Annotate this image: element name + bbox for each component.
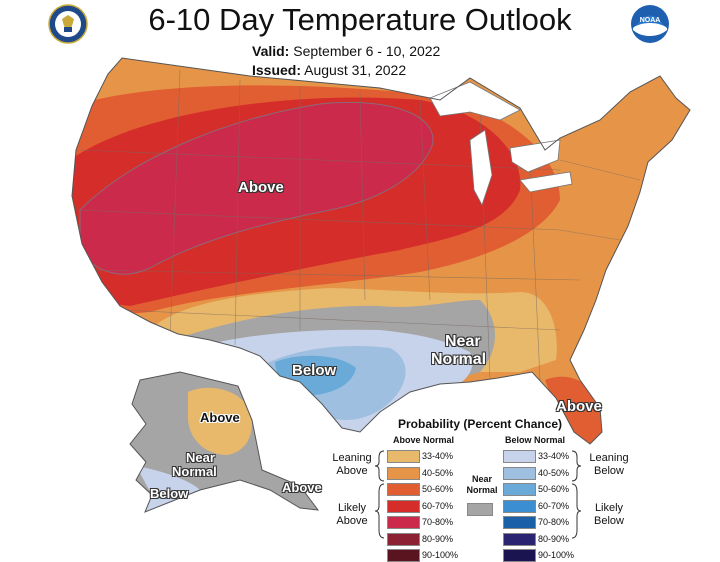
issued-date: Issued: August 31, 2022 (252, 62, 406, 78)
label-near-normal-1: Near (445, 333, 481, 350)
legend-above-swatch (387, 549, 420, 562)
legend-leaning-above: Leaning Above (332, 452, 372, 477)
label-alaska-above: Above (200, 410, 240, 425)
legend-likely-above: Likely Above (336, 502, 368, 527)
legend-above-header: Above Normal (393, 435, 455, 445)
legend-above-label: 33-40% (422, 451, 454, 461)
legend-above-swatch (387, 499, 420, 513)
legend-below-swatch (503, 549, 536, 562)
legend-above-swatch (387, 516, 420, 529)
label-alaska-below: Below (150, 486, 189, 501)
issued-value: August 31, 2022 (304, 62, 407, 78)
label-below-texas: Below (292, 362, 337, 379)
legend-title: Probability (Percent Chance) (398, 417, 563, 431)
legend-above-label: 50-60% (422, 484, 454, 494)
legend-above-label: 90-100% (422, 550, 459, 560)
legend-above-label: 80-90% (422, 533, 454, 544)
legend-below-swatch (503, 532, 536, 546)
label-above-main: Above (238, 179, 284, 196)
legend-above-swatch (387, 532, 420, 546)
legend-above-swatch (387, 483, 420, 496)
label-alaska-near-1: Near (186, 450, 215, 465)
label-above-florida: Above (556, 398, 602, 415)
legend-below-label: 90-100% (538, 550, 575, 560)
legend-near-normal-swatch (467, 503, 493, 516)
legend-likely-below: Likely Below (594, 502, 624, 527)
label-alaska-above-south: Above (282, 480, 322, 495)
legend-above-label: 70-80% (422, 517, 454, 527)
legend-below-swatch (503, 450, 536, 463)
noaa-logo-icon: NOAA (631, 5, 669, 43)
legend-below-swatch (503, 499, 536, 513)
legend-below-label: 50-60% (538, 484, 570, 494)
issued-label: Issued: (252, 62, 302, 78)
legend-above-swatch (387, 466, 420, 480)
legend-below-label: 70-80% (538, 517, 570, 527)
page-title: 6-10 Day Temperature Outlook (148, 2, 572, 37)
label-alaska-near-2: Normal (172, 464, 217, 479)
legend-below-header: Below Normal (505, 435, 566, 445)
label-near-normal-2: Normal (431, 351, 487, 368)
commerce-seal-icon (48, 4, 88, 44)
legend-below-label: 33-40% (538, 451, 570, 461)
legend-below-label: 40-50% (538, 467, 570, 478)
noaa-logo-text: NOAA (640, 17, 661, 24)
legend-below-label: 80-90% (538, 533, 570, 544)
legend-below-label: 60-70% (538, 500, 570, 511)
legend-leaning-below: Leaning Below (589, 452, 629, 477)
legend-below-swatch (503, 516, 536, 529)
legend-above-swatch (387, 450, 420, 463)
valid-value: September 6 - 10, 2022 (293, 43, 441, 59)
valid-label: Valid: (252, 43, 290, 59)
legend-above-label: 60-70% (422, 500, 454, 511)
legend-below-swatch (503, 466, 536, 480)
legend-below-swatch (503, 483, 536, 496)
legend-above-label: 40-50% (422, 467, 454, 478)
legend-near-normal: Near Normal (466, 474, 498, 495)
valid-dates: Valid: September 6 - 10, 2022 (252, 43, 440, 59)
